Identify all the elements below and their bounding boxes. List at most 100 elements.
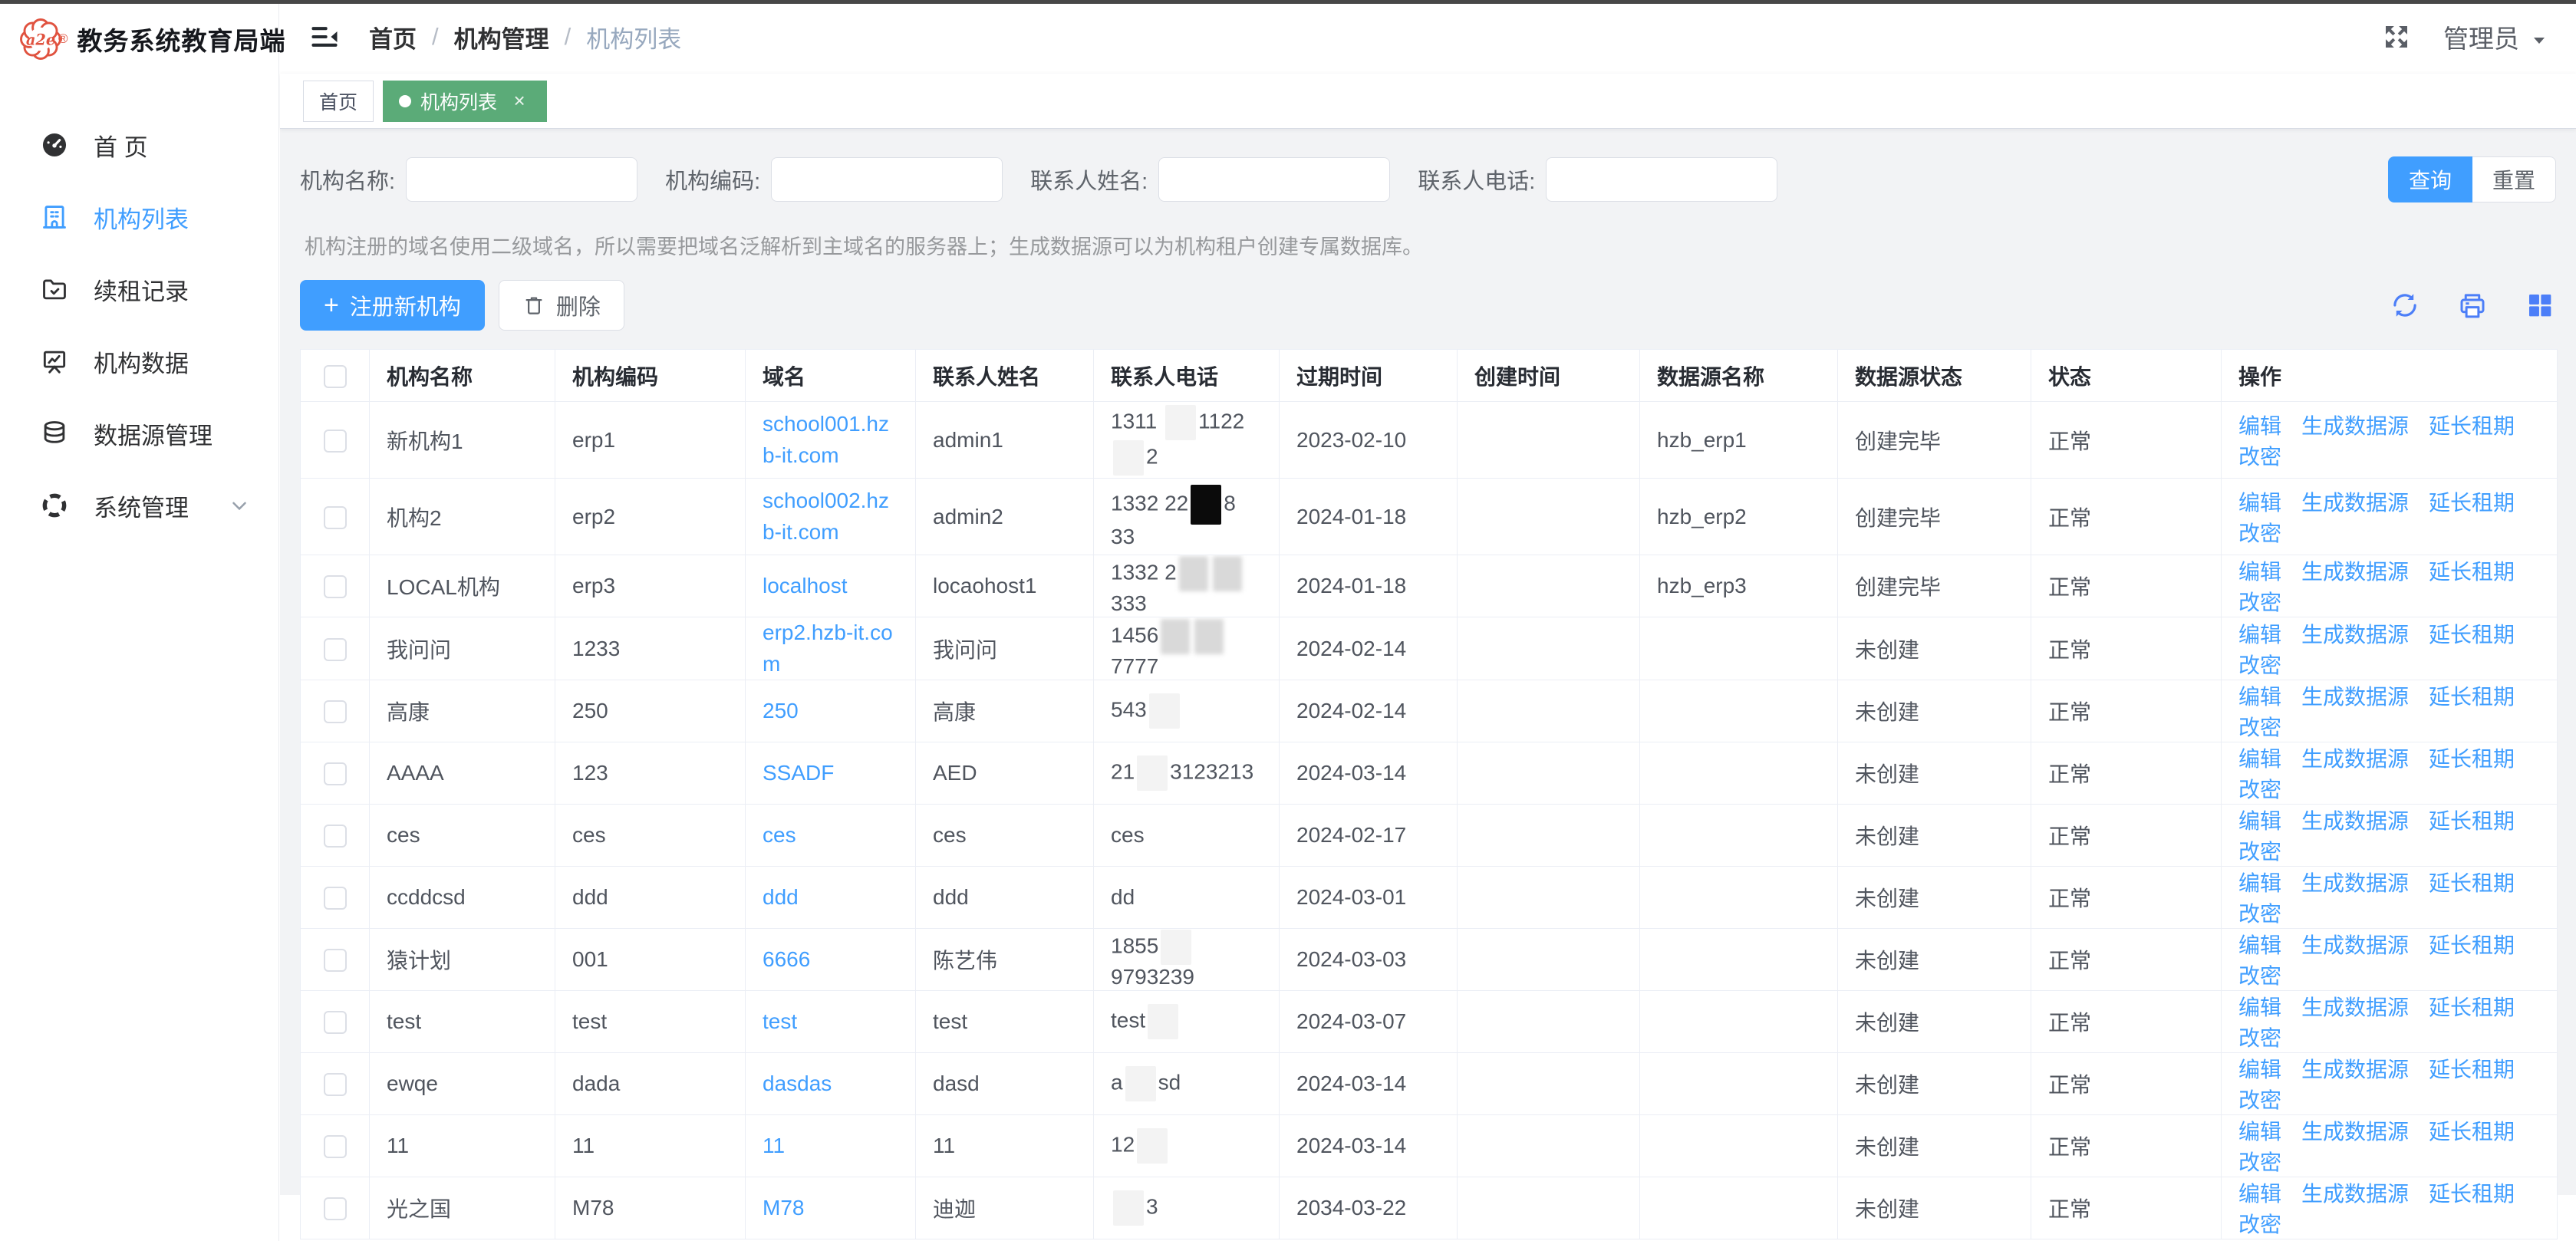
- row-checkbox[interactable]: [324, 700, 347, 723]
- generate-datasource-link[interactable]: 生成数据源: [2301, 809, 2409, 833]
- register-org-button[interactable]: + 注册新机构: [300, 280, 485, 331]
- breadcrumb-item[interactable]: 机构管理: [454, 20, 549, 54]
- edit-link[interactable]: 编辑: [2238, 933, 2281, 957]
- change-password-link[interactable]: 改密: [2238, 716, 2281, 739]
- edit-link[interactable]: 编辑: [2238, 560, 2281, 584]
- sidebar-item-4[interactable]: 机构数据: [0, 325, 278, 397]
- extend-lease-link[interactable]: 延长租期: [2429, 560, 2515, 584]
- refresh-icon[interactable]: [2389, 289, 2421, 321]
- domain-link[interactable]: ces: [763, 820, 898, 851]
- domain-link[interactable]: SSADF: [763, 758, 898, 789]
- row-checkbox[interactable]: [324, 762, 347, 785]
- query-button[interactable]: 查询: [2388, 156, 2472, 202]
- extend-lease-link[interactable]: 延长租期: [2429, 809, 2515, 833]
- extend-lease-link[interactable]: 延长租期: [2429, 623, 2515, 647]
- domain-link[interactable]: dasdas: [763, 1068, 898, 1100]
- domain-link[interactable]: M78: [763, 1193, 898, 1224]
- row-checkbox[interactable]: [324, 825, 347, 848]
- filter-input-1[interactable]: [406, 157, 637, 202]
- edit-link[interactable]: 编辑: [2238, 996, 2281, 1019]
- generate-datasource-link[interactable]: 生成数据源: [2301, 747, 2409, 771]
- domain-link[interactable]: test: [763, 1006, 898, 1038]
- change-password-link[interactable]: 改密: [2238, 522, 2281, 545]
- domain-link[interactable]: erp2.hzb-it.com: [763, 617, 898, 680]
- edit-link[interactable]: 编辑: [2238, 1120, 2281, 1144]
- row-checkbox[interactable]: [324, 638, 347, 661]
- sidebar-item-5[interactable]: 数据源管理: [0, 397, 278, 469]
- row-checkbox[interactable]: [324, 430, 347, 453]
- change-password-link[interactable]: 改密: [2238, 964, 2281, 988]
- extend-lease-link[interactable]: 延长租期: [2429, 491, 2515, 515]
- extend-lease-link[interactable]: 延长租期: [2429, 933, 2515, 957]
- change-password-link[interactable]: 改密: [2238, 445, 2281, 469]
- sidebar-item-6[interactable]: 系统管理: [0, 469, 278, 541]
- extend-lease-link[interactable]: 延长租期: [2429, 414, 2515, 438]
- filter-input-3[interactable]: [1158, 157, 1390, 202]
- row-checkbox[interactable]: [324, 887, 347, 910]
- row-checkbox[interactable]: [324, 575, 347, 598]
- filter-input-2[interactable]: [771, 157, 1003, 202]
- domain-link[interactable]: school001.hzb-it.com: [763, 409, 898, 471]
- extend-lease-link[interactable]: 延长租期: [2429, 871, 2515, 895]
- domain-link[interactable]: 11: [763, 1131, 898, 1162]
- change-password-link[interactable]: 改密: [2238, 591, 2281, 614]
- edit-link[interactable]: 编辑: [2238, 1058, 2281, 1081]
- domain-link[interactable]: ddd: [763, 882, 898, 913]
- generate-datasource-link[interactable]: 生成数据源: [2301, 685, 2409, 709]
- row-checkbox[interactable]: [324, 506, 347, 529]
- edit-link[interactable]: 编辑: [2238, 491, 2281, 515]
- sidebar-item-3[interactable]: 续租记录: [0, 253, 278, 325]
- generate-datasource-link[interactable]: 生成数据源: [2301, 560, 2409, 584]
- extend-lease-link[interactable]: 延长租期: [2429, 1058, 2515, 1081]
- sidebar-item-2[interactable]: 机构列表: [0, 181, 278, 253]
- domain-link[interactable]: 6666: [763, 944, 898, 976]
- row-checkbox[interactable]: [324, 949, 347, 972]
- domain-link[interactable]: localhost: [763, 571, 898, 602]
- hamburger-icon[interactable]: [308, 20, 341, 54]
- domain-link[interactable]: school002.hzb-it.com: [763, 486, 898, 548]
- filter-input-4[interactable]: [1546, 157, 1777, 202]
- generate-datasource-link[interactable]: 生成数据源: [2301, 933, 2409, 957]
- sidebar-item-1[interactable]: 首 页: [0, 109, 278, 181]
- edit-link[interactable]: 编辑: [2238, 1182, 2281, 1206]
- change-password-link[interactable]: 改密: [2238, 1150, 2281, 1174]
- row-checkbox[interactable]: [324, 1011, 347, 1034]
- change-password-link[interactable]: 改密: [2238, 1088, 2281, 1112]
- close-icon[interactable]: ×: [508, 90, 531, 113]
- breadcrumb-item[interactable]: 首页: [369, 20, 417, 54]
- change-password-link[interactable]: 改密: [2238, 1026, 2281, 1050]
- fullscreen-icon[interactable]: [2380, 21, 2413, 53]
- extend-lease-link[interactable]: 延长租期: [2429, 1182, 2515, 1206]
- generate-datasource-link[interactable]: 生成数据源: [2301, 491, 2409, 515]
- extend-lease-link[interactable]: 延长租期: [2429, 747, 2515, 771]
- generate-datasource-link[interactable]: 生成数据源: [2301, 1058, 2409, 1081]
- generate-datasource-link[interactable]: 生成数据源: [2301, 1182, 2409, 1206]
- row-checkbox[interactable]: [324, 1135, 347, 1158]
- generate-datasource-link[interactable]: 生成数据源: [2301, 871, 2409, 895]
- edit-link[interactable]: 编辑: [2238, 747, 2281, 771]
- select-all-checkbox[interactable]: [324, 365, 347, 388]
- edit-link[interactable]: 编辑: [2238, 809, 2281, 833]
- change-password-link[interactable]: 改密: [2238, 840, 2281, 864]
- change-password-link[interactable]: 改密: [2238, 653, 2281, 677]
- edit-link[interactable]: 编辑: [2238, 871, 2281, 895]
- print-icon[interactable]: [2456, 289, 2489, 321]
- change-password-link[interactable]: 改密: [2238, 902, 2281, 926]
- generate-datasource-link[interactable]: 生成数据源: [2301, 414, 2409, 438]
- extend-lease-link[interactable]: 延长租期: [2429, 1120, 2515, 1144]
- user-dropdown[interactable]: 管理员: [2443, 18, 2548, 55]
- edit-link[interactable]: 编辑: [2238, 685, 2281, 709]
- reset-button[interactable]: 重置: [2472, 156, 2556, 202]
- grid-columns-icon[interactable]: [2524, 289, 2556, 321]
- tag-active[interactable]: 机构列表×: [383, 81, 547, 122]
- change-password-link[interactable]: 改密: [2238, 778, 2281, 802]
- row-checkbox[interactable]: [324, 1197, 347, 1220]
- edit-link[interactable]: 编辑: [2238, 414, 2281, 438]
- generate-datasource-link[interactable]: 生成数据源: [2301, 623, 2409, 647]
- change-password-link[interactable]: 改密: [2238, 1213, 2281, 1236]
- extend-lease-link[interactable]: 延长租期: [2429, 685, 2515, 709]
- row-checkbox[interactable]: [324, 1073, 347, 1096]
- delete-button[interactable]: 删除: [499, 280, 624, 331]
- generate-datasource-link[interactable]: 生成数据源: [2301, 996, 2409, 1019]
- tag-item[interactable]: 首页: [303, 81, 374, 122]
